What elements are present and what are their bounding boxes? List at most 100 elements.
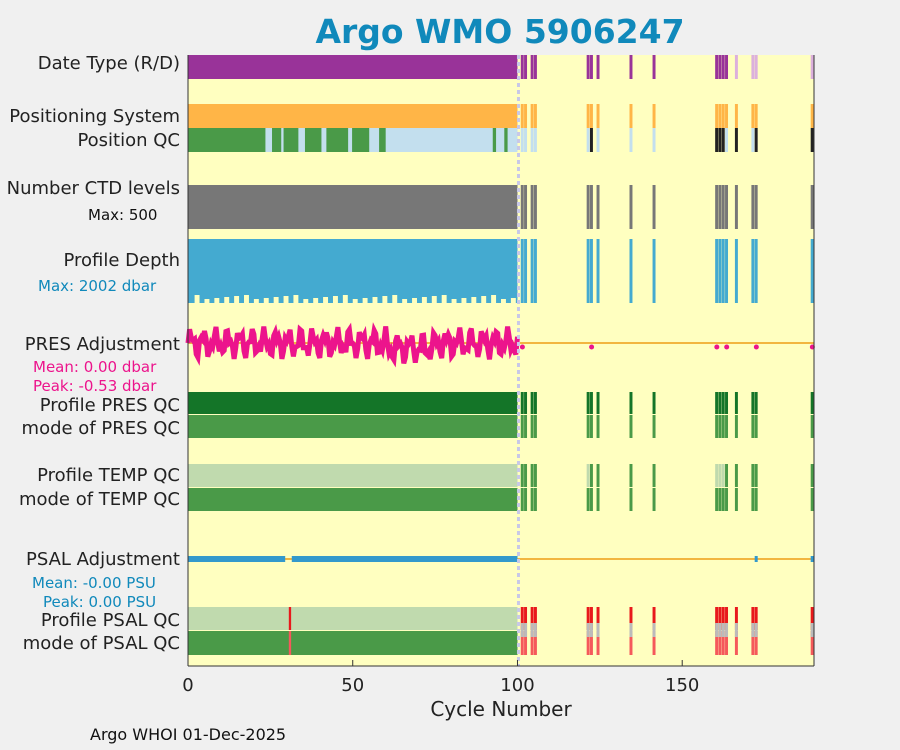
mode-temp-qc-bar-early xyxy=(188,488,518,511)
mode-pres-qc-mark-cycle-104 xyxy=(530,415,534,438)
profile-psal-qc-mark-cycle-121 xyxy=(586,607,590,630)
position-qc-mark-cycle-161 xyxy=(718,128,722,152)
mode-pres-qc-mark-cycle-172 xyxy=(754,415,758,438)
profile-psal-qc-mark-cycle-104 xyxy=(530,607,534,630)
label-profile-pres-qc: Profile PRES QC xyxy=(39,395,180,416)
positioning-mark-cycle-171 xyxy=(751,104,755,128)
profile-depth-notch xyxy=(431,296,437,303)
profile-pres-qc-mark-cycle-172 xyxy=(754,392,758,414)
date-type-mark-cycle-105 xyxy=(533,55,537,79)
mode-temp-qc-mark-cycle-102 xyxy=(524,488,528,511)
positioning-mark-cycle-172 xyxy=(754,104,758,128)
psal-qc-gray-band-cycle-104 xyxy=(530,623,534,637)
mode-temp-qc-mark-cycle-141 xyxy=(652,488,656,511)
profile-depth-mark-cycle-160 xyxy=(715,239,719,303)
label-mode-temp-qc: mode of TEMP QC xyxy=(18,489,180,510)
mode-psal-qc-mark-cycle-104 xyxy=(530,631,534,655)
profile-temp-qc-mark-cycle-161 xyxy=(718,464,722,487)
profile-depth-notch xyxy=(441,295,447,303)
label-pres-adjustment: PRES Adjustment xyxy=(24,334,180,355)
n-ctd-mark-cycle-166 xyxy=(734,185,738,229)
profile-depth-mark-cycle-171 xyxy=(751,239,755,303)
pres-adj-point-cycle-160 xyxy=(714,344,720,350)
mode-pres-qc-mark-cycle-161 xyxy=(718,415,722,438)
psal-qc-gray-band-cycle-160 xyxy=(715,623,719,637)
date-type-bar-early xyxy=(188,55,518,79)
mode-psal-qc-mark-cycle-189 xyxy=(810,631,814,655)
n-ctd-mark-cycle-163 xyxy=(725,185,729,229)
profile-depth-mark-cycle-104 xyxy=(530,239,534,303)
mode-psal-qc-mark-cycle-134 xyxy=(629,631,633,655)
position-qc-gap-4 xyxy=(348,128,353,152)
profile-temp-qc-mark-cycle-121 xyxy=(586,464,590,487)
profile-depth-mark-cycle-134 xyxy=(629,239,633,303)
chart-marks xyxy=(185,55,815,666)
profile-temp-qc-mark-cycle-163 xyxy=(725,464,729,487)
position-qc-mark-cycle-189 xyxy=(810,128,814,152)
pres-adj-point-cycle-101 xyxy=(519,344,525,350)
n-ctd-mark-cycle-172 xyxy=(754,185,758,229)
profile-depth-mark-cycle-102 xyxy=(524,239,528,303)
label-mode-psal-qc: mode of PSAL QC xyxy=(22,633,180,654)
date-type-mark-cycle-171 xyxy=(751,55,755,79)
position-qc-mark-cycle-104 xyxy=(530,128,534,152)
position-qc-mark-cycle-134 xyxy=(629,128,633,152)
date-type-mark-cycle-162 xyxy=(721,55,725,79)
profile-depth-mark-cycle-122 xyxy=(589,239,593,303)
n-ctd-mark-cycle-122 xyxy=(589,185,593,229)
profile-depth-notch xyxy=(481,296,487,303)
position-qc-mark-cycle-122 xyxy=(589,128,593,152)
profile-depth-notch xyxy=(392,295,398,303)
profile-temp-qc-mark-cycle-162 xyxy=(721,464,725,487)
profile-pres-qc-mark-cycle-166 xyxy=(734,392,738,414)
mode-temp-qc-mark-cycle-124 xyxy=(596,488,600,511)
label-n-ctd: Number CTD levels xyxy=(6,178,180,199)
profile-depth-notch xyxy=(382,296,388,303)
profile-temp-qc-mark-cycle-122 xyxy=(589,464,593,487)
n-ctd-mark-cycle-189 xyxy=(810,185,814,229)
mode-temp-qc-mark-cycle-121 xyxy=(586,488,590,511)
date-type-mark-cycle-134 xyxy=(629,55,633,79)
profile-temp-qc-mark-cycle-102 xyxy=(524,464,528,487)
profile-psal-qc-mark-cycle-166 xyxy=(734,607,738,630)
mode-psal-qc-mark-cycle-101 xyxy=(520,631,524,655)
position-qc-gap-3 xyxy=(321,128,327,152)
profile-depth-notch xyxy=(293,295,299,303)
mode-psal-qc-mark-cycle-161 xyxy=(718,631,722,655)
profile-depth-notch xyxy=(283,296,289,303)
mode-temp-qc-mark-cycle-160 xyxy=(715,488,719,511)
mode-psal-qc-mark-cycle-171 xyxy=(751,631,755,655)
profile-temp-qc-mark-cycle-101 xyxy=(520,464,524,487)
profile-psal-qc-mark-cycle-171 xyxy=(751,607,755,630)
profile-depth-mark-cycle-161 xyxy=(718,239,722,303)
profile-depth-mark-cycle-189 xyxy=(810,239,814,303)
psal-qc-gray-band-cycle-171 xyxy=(751,623,755,637)
profile-psal-qc-mark-cycle-105 xyxy=(533,607,537,630)
psal-qc-gray-band-cycle-101 xyxy=(520,623,524,637)
psal-qc-gray-band-cycle-189 xyxy=(810,623,814,637)
mode-temp-qc-mark-cycle-189 xyxy=(810,488,814,511)
profile-temp-qc-mark-cycle-141 xyxy=(652,464,656,487)
x-tick-label: 0 xyxy=(182,675,194,696)
profile-depth-notch xyxy=(253,299,259,303)
position-qc-mark-cycle-124 xyxy=(596,128,600,152)
n-ctd-mark-cycle-160 xyxy=(715,185,719,229)
date-type-mark-cycle-163 xyxy=(725,55,729,79)
profile-depth-notch xyxy=(471,297,477,303)
mode-psal-qc-mark-cycle-121 xyxy=(586,631,590,655)
psal-qc-gray-band-cycle-166 xyxy=(734,623,738,637)
mode-psal-qc-mark-cycle-124 xyxy=(596,631,600,655)
position-qc-good-seg-1 xyxy=(492,128,497,152)
profile-pres-qc-mark-cycle-105 xyxy=(533,392,537,414)
x-tick-label: 100 xyxy=(500,675,535,696)
positioning-mark-cycle-122 xyxy=(589,104,593,128)
mode-temp-qc-mark-cycle-171 xyxy=(751,488,755,511)
profile-psal-qc-mark-cycle-141 xyxy=(652,607,656,630)
position-qc-gap-5 xyxy=(369,128,373,152)
mode-pres-qc-mark-cycle-160 xyxy=(715,415,719,438)
n-ctd-mark-cycle-134 xyxy=(629,185,633,229)
profile-temp-qc-mark-cycle-104 xyxy=(530,464,534,487)
profile-psal-qc-mark-cycle-162 xyxy=(721,607,725,630)
profile-temp-qc-mark-cycle-172 xyxy=(754,464,758,487)
